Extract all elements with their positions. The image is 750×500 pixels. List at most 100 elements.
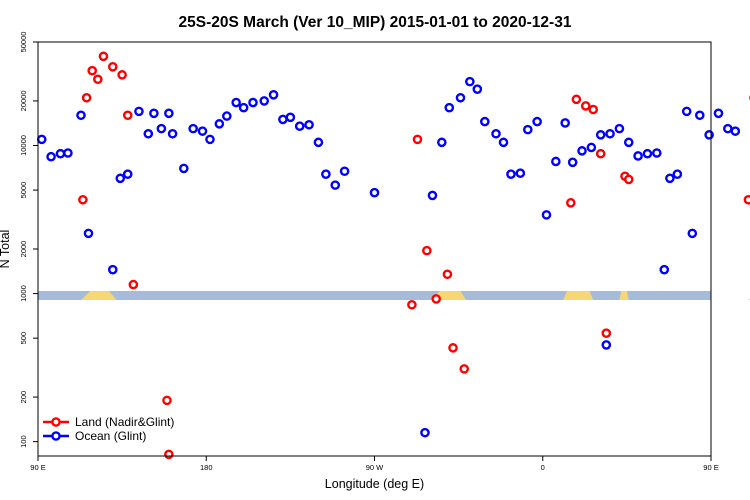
data-point (506, 169, 516, 179)
data-point (704, 130, 714, 140)
data-point (98, 51, 109, 62)
data-point (197, 126, 208, 136)
x-tick-label: 90 E (703, 463, 718, 472)
data-point (713, 108, 724, 119)
data-point (455, 92, 466, 103)
data-point (431, 294, 441, 304)
ocean-strip (38, 291, 711, 300)
data-point (472, 84, 483, 95)
data-point (681, 106, 692, 117)
data-point (491, 128, 501, 139)
data-point (107, 264, 118, 275)
data-point (188, 123, 198, 134)
y-tick-label: 50000 (19, 32, 28, 53)
data-point (532, 116, 542, 127)
y-tick-label: 5000 (19, 182, 28, 199)
data-point (672, 169, 683, 179)
data-point (330, 180, 341, 190)
data-point (730, 126, 741, 136)
data-point (651, 148, 662, 158)
data-point (81, 92, 92, 103)
data-point (205, 134, 215, 145)
data-point (571, 94, 582, 105)
legend: Land (Nadir&Glint)Ocean (Glint) (43, 415, 174, 443)
data-point (248, 97, 258, 108)
y-tick-label: 200 (19, 391, 28, 404)
data-point (694, 110, 705, 121)
data-point (143, 128, 154, 139)
data-point (87, 65, 98, 76)
x-tick-label: 0 (541, 463, 545, 472)
data-point (55, 148, 66, 159)
data-point (515, 168, 526, 179)
data-point (444, 102, 455, 113)
data-point (595, 130, 606, 140)
data-point (479, 116, 490, 127)
land-mass (619, 291, 629, 300)
series-ocean (36, 76, 741, 438)
data-point (427, 190, 438, 201)
data-point (743, 194, 750, 205)
data-point (687, 228, 698, 239)
data-point (78, 194, 88, 205)
data-point (339, 166, 350, 177)
data-point (567, 157, 578, 168)
data-point (577, 146, 587, 156)
data-point (259, 96, 270, 106)
data-point (294, 121, 305, 132)
land-mass (80, 291, 117, 300)
data-point (560, 118, 570, 128)
data-point (412, 134, 423, 145)
data-point (164, 108, 174, 119)
data-point (465, 76, 475, 87)
data-point (442, 269, 453, 280)
y-tick-label: 500 (19, 332, 28, 345)
data-point (36, 134, 47, 145)
data-point (623, 174, 634, 185)
data-point (214, 119, 225, 129)
data-point (122, 110, 133, 121)
y-tick-label: 1000 (19, 285, 28, 302)
data-point (321, 169, 331, 179)
data-point (222, 111, 232, 121)
data-point (551, 156, 561, 167)
data-point (659, 264, 670, 275)
x-tick-label: 180 (200, 463, 213, 472)
data-point (304, 119, 314, 130)
data-point (156, 123, 167, 134)
data-point (580, 101, 591, 111)
legend-marker (51, 417, 61, 427)
data-point (369, 187, 380, 198)
data-point (436, 137, 447, 148)
data-point (107, 62, 118, 72)
legend-marker (51, 431, 61, 441)
data-point (448, 343, 458, 353)
data-point (586, 142, 597, 153)
data-point (541, 210, 552, 220)
data-point (601, 340, 612, 350)
data-point (422, 245, 432, 256)
x-tick-label: 90 E (30, 463, 45, 472)
y-axis-label: N Total (0, 230, 12, 269)
data-point (522, 124, 533, 135)
data-point (128, 279, 139, 290)
data-point (231, 97, 241, 108)
chart-title: 25S-20S March (Ver 10_MIP) 2015-01-01 to… (179, 14, 572, 31)
data-point (122, 169, 133, 179)
data-point (117, 70, 127, 80)
series-land (78, 51, 750, 460)
data-point (605, 128, 615, 139)
data-point (588, 104, 599, 115)
data-point (313, 137, 324, 148)
data-point (498, 137, 509, 148)
data-points (36, 51, 750, 460)
x-tick-label: 90 W (366, 463, 384, 472)
data-point (167, 128, 178, 139)
data-point (134, 106, 144, 117)
data-point (420, 427, 430, 438)
plot-frame (37, 41, 712, 457)
data-point (642, 148, 653, 159)
data-point (407, 299, 417, 310)
data-point (595, 148, 606, 159)
